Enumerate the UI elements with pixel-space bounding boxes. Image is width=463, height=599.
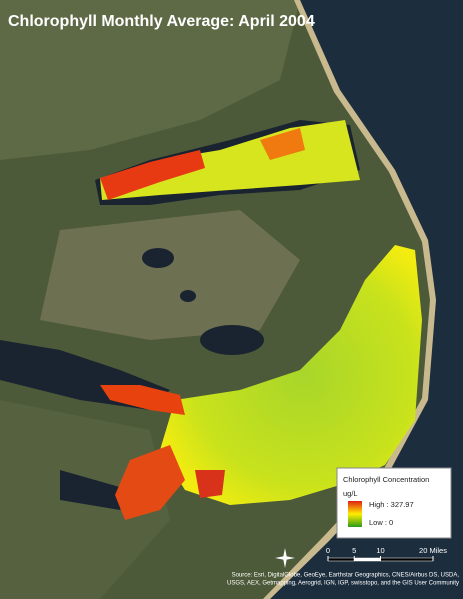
chlorophyll-high — [195, 470, 225, 498]
north-arrow — [275, 548, 295, 568]
land-north — [0, 0, 300, 160]
lake-mattamuskeet — [200, 325, 264, 355]
attribution: USGS, AEX, Getmapping, Aerogrid, IGN, IG… — [227, 581, 459, 587]
chlorophyll-high — [260, 128, 305, 160]
legend-high: High : 327.97 — [369, 500, 414, 509]
map-title: Chlorophyll Monthly Average: April 2004 — [8, 13, 315, 30]
legend-title: Chlorophyll Concentration — [343, 475, 429, 484]
scale-segment — [327, 557, 355, 562]
scale-segment — [354, 557, 381, 562]
scale-label: 10 — [376, 546, 384, 555]
attribution: Source: Esri, DigitalGlobe, GeoEye, Eart… — [232, 573, 460, 579]
chlorophyll-pamlico — [160, 245, 422, 505]
chlorophyll-high — [100, 150, 205, 200]
chlorophyll-high — [100, 385, 185, 415]
lake — [142, 248, 174, 268]
neuse-river — [60, 470, 130, 510]
legend-ramp — [348, 501, 362, 527]
legend-units: ug/L — [343, 489, 358, 498]
legend: Chlorophyll Concentration ug/L High : 32… — [336, 467, 452, 539]
chlorophyll-high — [115, 445, 185, 520]
scale-label: 5 — [352, 546, 356, 555]
scale-segment — [380, 557, 434, 562]
scale-label: 20 Miles — [419, 546, 447, 555]
arrow-ew — [275, 556, 295, 560]
legend-low: Low : 0 — [369, 518, 393, 527]
lake — [180, 290, 196, 302]
scale-label: 0 — [326, 546, 330, 555]
scale-bar: 0 5 10 20 Miles — [326, 546, 447, 562]
land-farmland — [40, 210, 300, 340]
ocean — [270, 0, 463, 599]
